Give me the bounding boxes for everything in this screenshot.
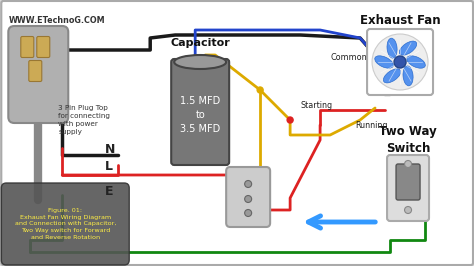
Ellipse shape: [407, 56, 425, 68]
Text: N: N: [105, 143, 116, 156]
Circle shape: [287, 117, 293, 123]
FancyBboxPatch shape: [171, 59, 229, 165]
Ellipse shape: [383, 69, 401, 83]
Circle shape: [245, 196, 252, 202]
Text: Two Way
Switch: Two Way Switch: [379, 125, 437, 155]
Text: Figure. 01:
Exhaust Fan Wiring Diagram
and Connection with Capacitor,
Two Way sw: Figure. 01: Exhaust Fan Wiring Diagram a…: [15, 208, 116, 240]
FancyBboxPatch shape: [9, 26, 68, 123]
Ellipse shape: [400, 41, 417, 55]
Circle shape: [245, 210, 252, 217]
FancyBboxPatch shape: [37, 36, 50, 57]
Text: Capacitor: Capacitor: [170, 38, 230, 48]
Text: Exhaust Fan: Exhaust Fan: [360, 14, 440, 27]
Circle shape: [404, 206, 411, 214]
Circle shape: [372, 34, 428, 90]
Ellipse shape: [387, 38, 397, 58]
Text: WWW.ETechnoG.COM: WWW.ETechnoG.COM: [9, 16, 105, 25]
Text: Starting: Starting: [300, 101, 332, 110]
Text: 1.5 MFD
to
3.5 MFD: 1.5 MFD to 3.5 MFD: [180, 96, 220, 134]
Ellipse shape: [375, 56, 393, 68]
FancyBboxPatch shape: [21, 36, 34, 57]
Text: 3 Pin Plug Top
for connecting
with power
supply: 3 Pin Plug Top for connecting with power…: [58, 105, 110, 135]
FancyBboxPatch shape: [367, 29, 433, 95]
Text: L: L: [105, 160, 113, 173]
FancyBboxPatch shape: [226, 167, 270, 227]
Text: Common: Common: [330, 53, 367, 62]
Circle shape: [257, 87, 263, 93]
Text: E: E: [105, 185, 114, 198]
Ellipse shape: [403, 66, 413, 86]
Circle shape: [245, 181, 252, 188]
Circle shape: [404, 160, 411, 168]
FancyBboxPatch shape: [1, 183, 129, 265]
FancyBboxPatch shape: [29, 60, 42, 81]
FancyBboxPatch shape: [396, 164, 420, 200]
Ellipse shape: [174, 55, 226, 69]
Circle shape: [394, 56, 406, 68]
Text: Running: Running: [355, 121, 388, 130]
FancyBboxPatch shape: [387, 155, 429, 221]
